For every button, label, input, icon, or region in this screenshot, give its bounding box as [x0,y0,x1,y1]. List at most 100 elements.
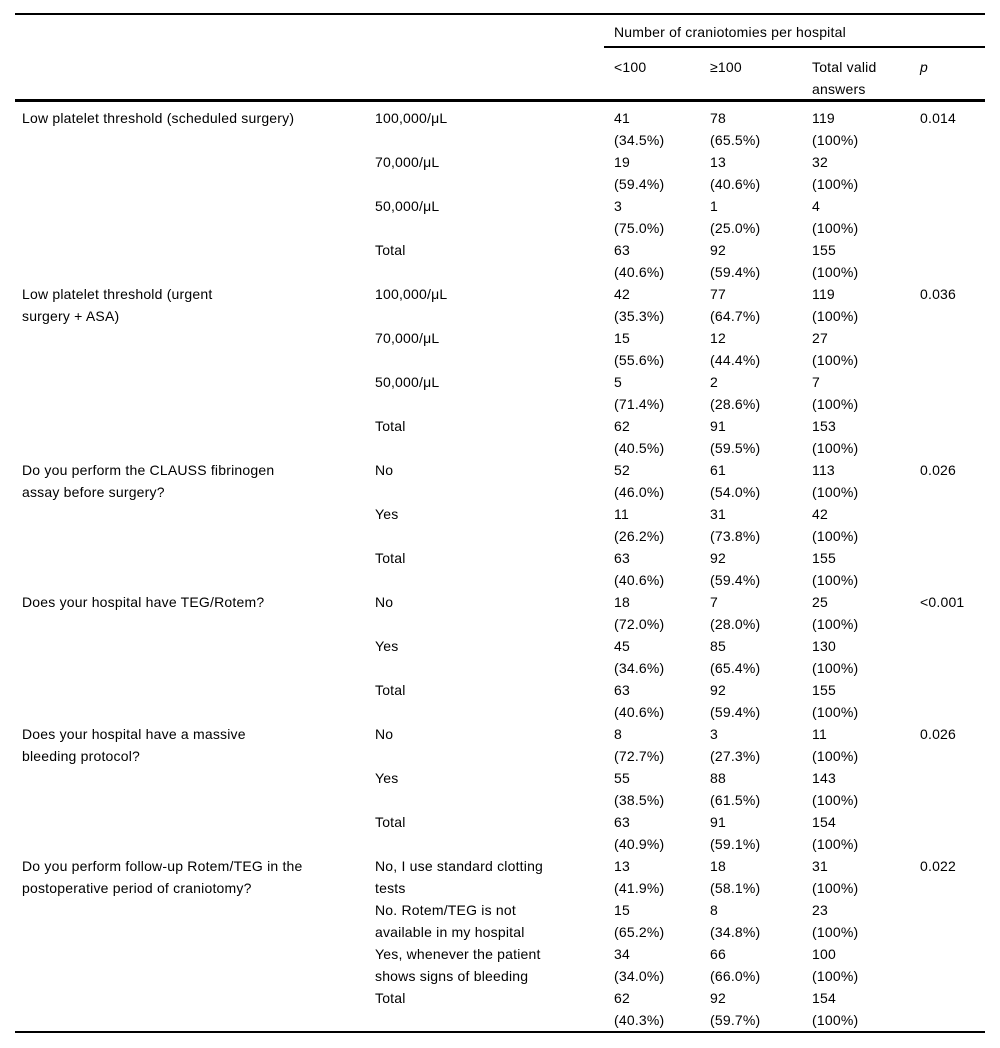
count-value: 153 [812,418,836,434]
answer-line: Total [375,242,406,258]
col-header-lt100: <100 [614,59,647,75]
count-value: 2 [710,374,718,390]
percent-value: (40.6%) [614,704,665,720]
count-value: 19 [614,154,630,170]
percent-value: (100%) [812,748,859,764]
answer-line: tests [375,880,406,896]
count-cell: 23 (100%) [812,899,920,943]
p-value-cell: 0.026 [920,462,957,478]
answer-cell: No [375,591,614,635]
percent-value: (28.6%) [710,396,761,412]
percent-value: (100%) [812,836,859,852]
question-line: Low platelet threshold (urgent [22,286,213,302]
count-cell: 88 (61.5%) [710,767,812,811]
percent-value: (65.5%) [710,132,761,148]
percent-value: (40.9%) [614,836,665,852]
answer-cell: Yes, whenever the patient shows signs of … [375,943,614,987]
count-cell: 63 (40.6%) [614,679,710,723]
count-value: 78 [710,110,726,126]
count-cell: 77 (64.7%) [710,283,812,327]
percent-value: (59.4%) [710,572,761,588]
count-value: 25 [812,594,828,610]
answer-cell: No [375,723,614,767]
percent-value: (100%) [812,352,859,368]
table-group: Low platelet threshold (urgent surgery + … [15,283,985,459]
answer-line: No [375,726,394,742]
question-cell: Do you perform follow-up Rotem/TEG in th… [22,855,375,1031]
answer-line: 50,000/μL [375,198,440,214]
question-cell: Do you perform the CLAUSS fibrinogen assa… [22,459,375,591]
percent-value: (34.8%) [710,924,761,940]
count-cell: 119 (100%) [812,107,920,151]
count-cell: 119 (100%) [812,283,920,327]
percent-value: (40.6%) [614,572,665,588]
table-group: Does your hospital have TEG/Rotem? No 18 (7… [15,591,985,723]
count-value: 92 [710,242,726,258]
count-value: 18 [614,594,630,610]
count-value: 154 [812,990,836,1006]
count-value: 63 [614,682,630,698]
count-value: 34 [614,946,630,962]
count-value: 85 [710,638,726,654]
question-cell: Low platelet threshold (scheduled surger… [22,107,375,283]
percent-value: (73.8%) [710,528,761,544]
question-line: Do you perform follow-up Rotem/TEG in th… [22,858,303,874]
count-value: 3 [614,198,622,214]
percent-value: (35.3%) [614,308,665,324]
count-cell: 42 (35.3%) [614,283,710,327]
count-value: 92 [710,682,726,698]
percent-value: (59.4%) [614,176,665,192]
question-cell: Does your hospital have a massive bleedin… [22,723,375,855]
count-cell: 92 (59.4%) [710,239,812,283]
count-cell: 2 (28.6%) [710,371,812,415]
count-value: 32 [812,154,828,170]
count-value: 119 [812,110,835,126]
count-cell: 1 (25.0%) [710,195,812,239]
percent-value: (100%) [812,660,859,676]
percent-value: (64.7%) [710,308,761,324]
percent-value: (34.0%) [614,968,665,984]
percent-value: (100%) [812,220,859,236]
count-cell: 13 (40.6%) [710,151,812,195]
count-value: 4 [812,198,820,214]
table-body: Low platelet threshold (scheduled surger… [15,107,985,1031]
col-header-total-valid-answers: Total valid answers [812,56,876,100]
percent-value: (100%) [812,308,859,324]
count-cell: 92 (59.4%) [710,547,812,591]
count-value: 92 [710,990,726,1006]
count-cell: 31 (100%) [812,855,920,899]
count-cell: 143 (100%) [812,767,920,811]
count-value: 7 [812,374,820,390]
count-cell: 154 (100%) [812,811,920,855]
answer-line: Total [375,682,406,698]
count-value: 88 [710,770,726,786]
count-cell: 155 (100%) [812,679,920,723]
percent-value: (100%) [812,792,859,808]
percent-value: (100%) [812,880,859,896]
answer-cell: 100,000/μL [375,283,614,327]
percent-value: (34.5%) [614,132,665,148]
header-bottom-rule [15,99,985,102]
question-line: postoperative period of craniotomy? [22,880,252,896]
col-header-total-line2: answers [812,81,866,97]
count-cell: 31 (73.8%) [710,503,812,547]
count-cell: 61 (54.0%) [710,459,812,503]
count-value: 119 [812,286,835,302]
count-cell: 155 (100%) [812,547,920,591]
count-cell: 3 (27.3%) [710,723,812,767]
answer-line: 70,000/μL [375,330,440,346]
count-value: 143 [812,770,836,786]
percent-value: (41.9%) [614,880,665,896]
answer-line: Total [375,418,406,434]
percent-value: (65.4%) [710,660,761,676]
answer-line: Yes [375,770,399,786]
count-value: 100 [812,946,836,962]
percent-value: (100%) [812,440,859,456]
percent-value: (100%) [812,528,859,544]
answer-line: Total [375,550,406,566]
count-value: 91 [710,814,726,830]
percent-value: (40.6%) [614,264,665,280]
answer-cell: No, I use standard clotting tests [375,855,614,899]
count-cell: 62 (40.3%) [614,987,710,1031]
